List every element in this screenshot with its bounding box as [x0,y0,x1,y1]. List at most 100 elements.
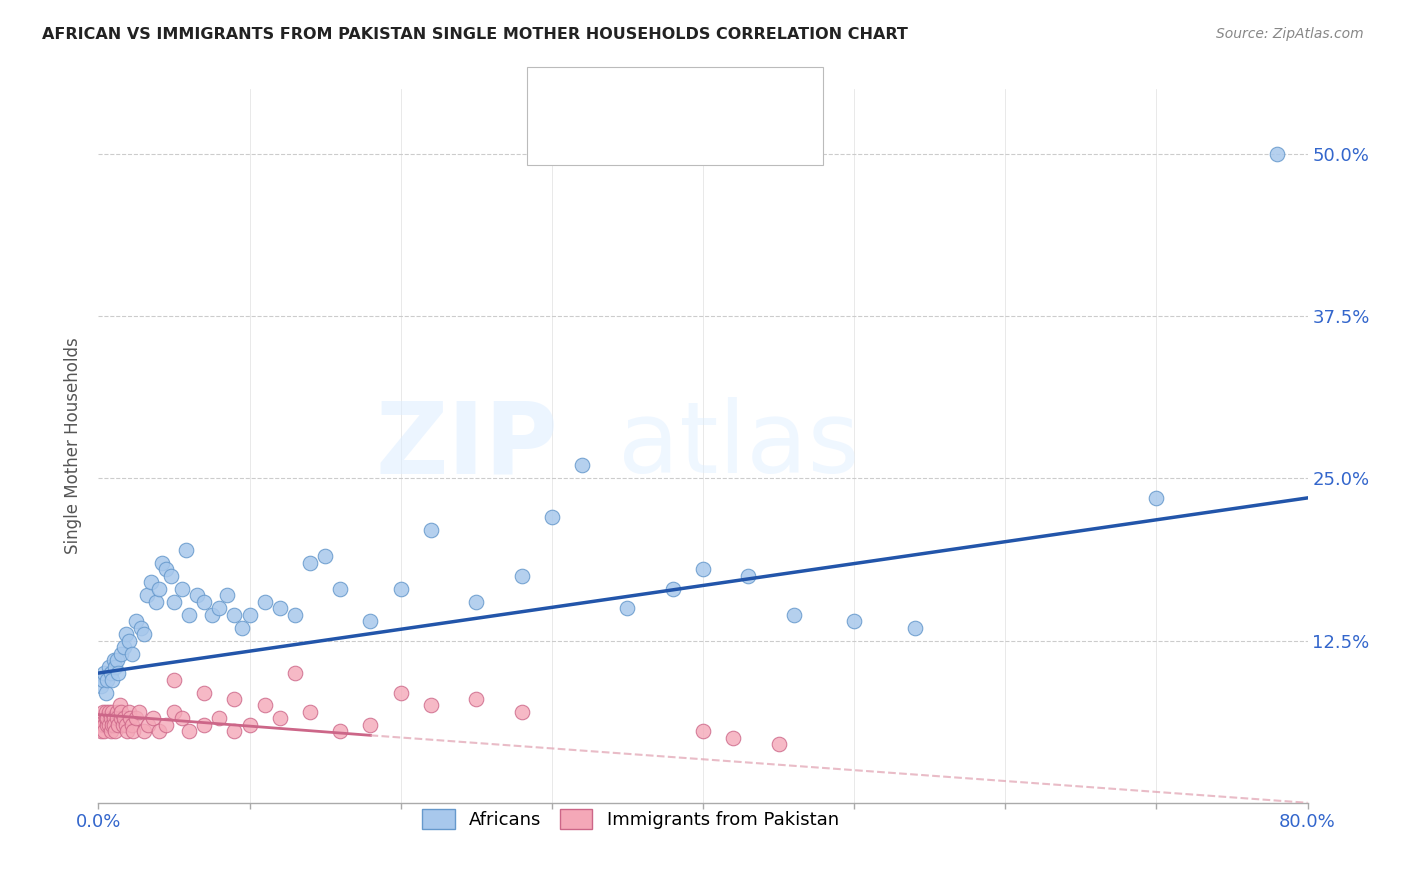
Point [253,595,276,609]
Point [329,724,352,739]
Text: R = -0.213   N =  63: R = -0.213 N = 63 [583,125,766,143]
Point [465,692,488,706]
Point [148,582,170,596]
Point [96,718,118,732]
Point [132,627,155,641]
Point [93,666,115,681]
Point [107,718,129,732]
Point [1144,491,1167,505]
Point [193,718,215,732]
Point [94,711,117,725]
Point [148,724,170,739]
Point [783,607,806,622]
Point [129,621,152,635]
Point [179,724,201,739]
Point [135,588,157,602]
Point [163,595,186,609]
Point [121,647,143,661]
Point [110,705,132,719]
Point [111,718,134,732]
Legend: Africans, Immigrants from Pakistan: Africans, Immigrants from Pakistan [415,801,846,837]
Point [90,679,112,693]
Point [231,621,253,635]
Point [510,705,533,719]
Text: AFRICAN VS IMMIGRANTS FROM PAKISTAN SINGLE MOTHER HOUSEHOLDS CORRELATION CHART: AFRICAN VS IMMIGRANTS FROM PAKISTAN SING… [42,27,908,42]
Point [360,614,382,628]
Point [179,607,201,622]
Point [101,673,124,687]
Point [737,568,759,582]
Point [253,698,276,713]
Point [1267,147,1289,161]
Point [94,705,117,719]
Point [201,607,224,622]
Point [389,685,412,699]
Point [90,724,112,739]
Point [269,601,291,615]
Point [141,575,163,590]
Point [110,647,132,661]
Point [224,724,246,739]
Point [239,607,262,622]
Point [118,705,141,719]
Point [98,659,121,673]
Point [284,607,307,622]
Point [105,711,128,725]
Point [93,724,115,739]
Point [93,718,115,732]
Point [91,673,114,687]
Point [108,698,131,713]
Point [96,711,118,725]
Point [692,562,714,576]
Point [692,724,714,739]
Point [571,458,593,473]
Point [107,666,129,681]
Point [174,542,197,557]
Point [193,685,215,699]
Point [114,718,136,732]
Point [155,718,177,732]
Point [105,653,128,667]
Point [91,705,114,719]
Point [163,705,186,719]
Point [269,711,291,725]
Point [224,692,246,706]
Point [118,633,141,648]
Point [132,724,155,739]
Point [661,582,683,596]
Point [101,705,124,719]
Point [163,673,186,687]
Point [112,640,135,654]
Point [121,718,143,732]
Point [215,588,238,602]
Point [104,724,127,739]
Point [101,718,124,732]
Point [510,568,533,582]
Point [105,705,128,719]
Point [115,724,138,739]
Point [904,621,927,635]
Point [208,601,231,615]
Point [120,711,142,725]
Point [145,595,167,609]
Point [299,556,322,570]
Point [110,711,132,725]
Point [465,595,488,609]
Point [844,614,866,628]
Point [103,711,125,725]
Point [616,601,638,615]
Point [768,738,790,752]
Point [160,568,183,582]
Text: R =  0.318   N =  61: R = 0.318 N = 61 [583,89,765,107]
Point [104,659,127,673]
Point [100,724,122,739]
Point [224,607,246,622]
Point [170,582,193,596]
Point [723,731,745,745]
Point [128,705,150,719]
Point [89,718,111,732]
Point [314,549,336,564]
Point [91,711,114,725]
Y-axis label: Single Mother Households: Single Mother Households [65,338,83,554]
Point [112,711,135,725]
